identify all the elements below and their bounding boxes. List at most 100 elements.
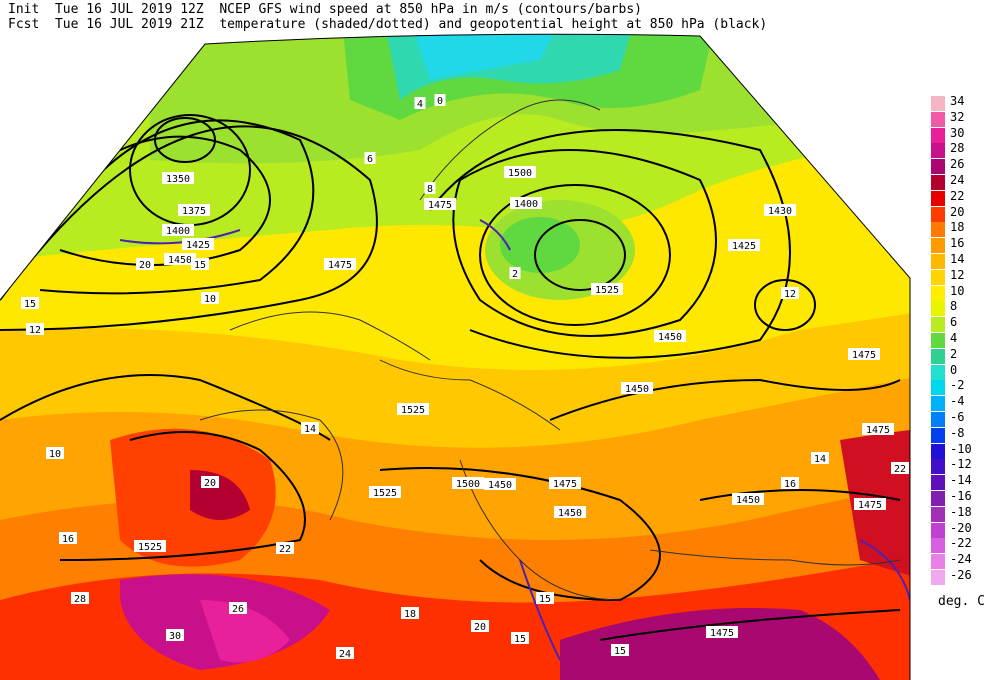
colorbar-label: -18: [950, 504, 972, 519]
colorbar-label: 14: [950, 252, 965, 266]
colorbar-swatch: [931, 570, 945, 585]
height-contour-label-bg: [178, 204, 210, 216]
height-contour-label-bg: [549, 477, 581, 489]
colorbar-label: -12: [950, 457, 972, 472]
colorbar-swatch: [931, 364, 945, 380]
height-contour-label-bg: [504, 166, 536, 178]
colorbar-label: 34: [950, 94, 965, 108]
height-contour-label: 1500: [456, 479, 480, 490]
temperature-label: 18: [404, 609, 416, 620]
temperature-label: 16: [62, 534, 74, 545]
wind-contour-label: 15: [539, 594, 551, 605]
colorbar-swatch: [931, 459, 945, 475]
height-contour-label-bg: [134, 540, 166, 552]
height-contour-label-bg: [706, 626, 738, 638]
header-line-2: Fcst Tue 16 JUL 2019 21Z temperature (sh…: [8, 17, 767, 32]
wind-contour-label: 20: [139, 260, 151, 271]
colorbar-label: 6: [950, 315, 958, 330]
colorbar-swatch: [931, 317, 945, 333]
temperature-label: 6: [367, 154, 373, 165]
colorbar-label: -10: [950, 441, 972, 456]
temperature-label-bg: [781, 287, 799, 299]
colorbar-swatch: [931, 222, 945, 238]
height-contour-label-bg: [764, 204, 796, 216]
colorbar-label: 16: [950, 236, 965, 251]
height-contour-label: 1475: [866, 425, 890, 436]
temperature-label: 20: [474, 622, 486, 633]
wind-contour-label: 15: [514, 634, 526, 645]
title-line-1: NCEP GFS wind speed at 850 hPa in m/s (c…: [219, 2, 642, 17]
colorbar-swatch: [931, 143, 945, 159]
temperature-label: 28: [74, 594, 86, 605]
colorbar-swatch: [931, 554, 945, 570]
height-contour-label-bg: [164, 253, 196, 265]
height-contour-label: 1375: [182, 206, 206, 217]
contour-labels: 1350137514001425145014751500152514251430…: [21, 94, 909, 660]
height-contour-label: 1475: [428, 200, 452, 211]
colorbar-label: 0: [950, 362, 958, 377]
temperature-label-bg: [364, 152, 376, 164]
height-contour-label-bg: [654, 330, 686, 342]
height-contour-label: 1425: [186, 240, 210, 251]
colorbar-swatch: [931, 538, 945, 554]
colorbar-swatch: [931, 380, 945, 396]
height-contour-label: 1500: [508, 168, 532, 179]
colorbar-swatch: [931, 269, 945, 285]
height-contour-label: 1450: [658, 332, 682, 343]
height-contour-label-bg: [369, 486, 401, 498]
colorbar-swatch: [931, 301, 945, 317]
height-contour-label-bg: [732, 493, 764, 505]
colorbar-swatch: [931, 254, 945, 269]
colorbar-swatch: [931, 190, 945, 206]
colorbar-label: 26: [950, 157, 965, 172]
temperature-label: 0: [437, 96, 443, 107]
height-contour-label-bg: [182, 238, 214, 250]
temperature-label-bg: [229, 602, 247, 614]
colorbar-label: 8: [950, 299, 958, 314]
temperature-label: 14: [814, 454, 826, 465]
temperature-label-bg: [301, 422, 319, 434]
colorbar-swatch: [931, 396, 945, 412]
wind-contour-label: 10: [204, 294, 216, 305]
colorbar-unit: deg. C: [938, 594, 985, 609]
height-contour-label: 1475: [328, 260, 352, 271]
colorbar-swatch: [931, 96, 945, 111]
temperature-label: 16: [784, 479, 796, 490]
temperature-label: 24: [339, 649, 351, 660]
header-line-1: Init Tue 16 JUL 2019 12Z NCEP GFS wind s…: [8, 2, 642, 17]
colorbar-label: 10: [950, 283, 965, 298]
fcst-label: Fcst: [8, 17, 40, 32]
colorbar-swatch: [931, 348, 945, 364]
wind-contour-label: 15: [614, 646, 626, 657]
temperature-label: 14: [304, 424, 316, 435]
height-contour-label: 1450: [558, 508, 582, 519]
height-contour-label-bg: [591, 283, 623, 295]
colorbar-label: -24: [950, 552, 972, 567]
temperature-label: 22: [894, 464, 906, 475]
colorbar-swatch: [931, 506, 945, 522]
colorbar-label: 32: [950, 109, 965, 124]
temperature-label-bg: [509, 267, 521, 279]
colorbar-swatch: [931, 238, 945, 254]
height-contour-label-bg: [862, 423, 894, 435]
temperature-label-bg: [276, 542, 294, 554]
temperature-label-bg: [59, 532, 77, 544]
temperature-label-bg: [336, 647, 354, 659]
colorbar-label: -4: [950, 394, 965, 409]
temperature-label-bg: [166, 629, 184, 641]
height-contour-label-bg: [728, 239, 760, 251]
colorbar-label: -22: [950, 536, 972, 551]
temperature-label: 8: [427, 184, 433, 195]
colorbar-swatch: [931, 111, 945, 127]
temperature-label: 30: [169, 631, 181, 642]
colorbar-swatch: [931, 412, 945, 427]
colorbar-label: -20: [950, 520, 972, 535]
height-contour-label: 1525: [138, 542, 162, 553]
height-contour-label: 1525: [595, 285, 619, 296]
height-contour-label-bg: [510, 197, 542, 209]
colorbar-label: 18: [950, 220, 965, 235]
wind-contour-label-bg: [201, 292, 219, 304]
temperature-label: 12: [784, 289, 796, 300]
height-contour-label-bg: [484, 478, 516, 490]
height-contour-label-bg: [397, 403, 429, 415]
